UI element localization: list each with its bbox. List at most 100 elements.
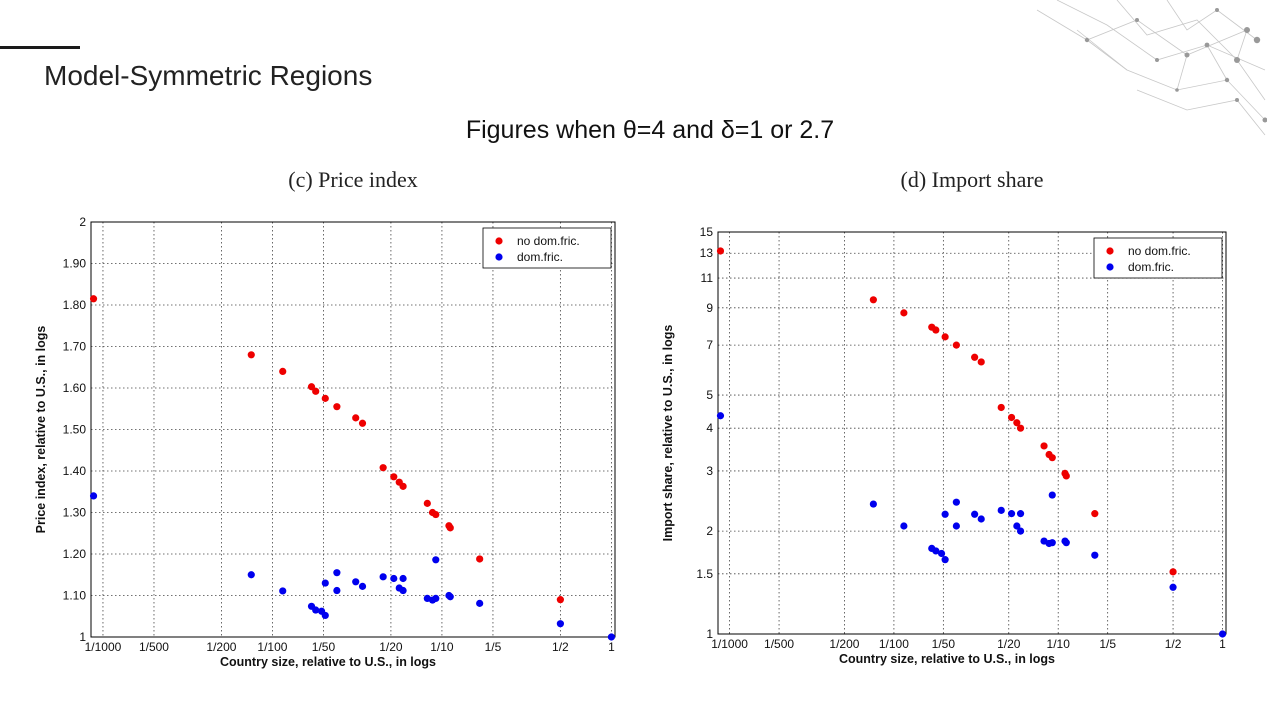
data-point [432,594,440,603]
data-point [1048,539,1056,547]
x-tick-label: 1/100 [879,637,909,651]
data-point [1169,568,1177,576]
x-tick-label: 1/50 [932,637,956,651]
x-tick-label: 1/10 [430,640,454,654]
data-point [1062,472,1070,480]
x-tick-label: 1/200 [829,637,859,651]
data-point [446,524,454,532]
data-point [977,358,985,366]
y-tick-label: 1.30 [63,506,87,520]
data-point [941,556,949,564]
data-point [379,573,387,581]
y-tick-label: 1.10 [63,589,87,603]
data-point [333,569,341,577]
data-point [333,403,341,411]
data-point [997,506,1005,514]
data-point [247,571,255,579]
data-point [1169,583,1177,591]
y-axis-label: Price index, relative to U.S., in logs [34,326,48,534]
y-tick-label: 1.80 [63,298,87,312]
y-tick-label: 1.5 [696,567,713,581]
data-point [399,482,407,490]
legend-box [482,227,612,269]
data-point [977,515,985,523]
x-axis-label: Country size, relative to U.S., in logs [220,655,436,669]
data-point [432,556,440,564]
data-point [971,353,979,361]
y-tick-label: 1.50 [63,423,87,437]
y-tick-label: 7 [706,338,713,352]
data-point [607,633,616,641]
data-point [399,586,407,595]
y-tick-label: 2 [706,524,713,538]
x-tick-label: 1/500 [764,637,794,651]
data-point [1091,510,1099,518]
legend: no dom.fric. dom.fric. [1093,237,1223,279]
data-point [1013,522,1021,530]
data-point [379,464,387,472]
x-tick-label: 1/10 [1047,637,1071,651]
data-point [869,296,877,304]
x-tick-label: 1/1000 [85,640,122,654]
x-tick-label: 1/100 [257,640,287,654]
x-tick-label: 1/200 [206,640,236,654]
data-point [941,333,949,341]
legend-marker [1106,247,1114,255]
plot-border [90,221,616,638]
data-point [247,351,255,359]
x-tick-label: 1/50 [312,640,336,654]
data-point [321,611,329,620]
accent-bar [0,46,80,49]
data-point [1091,551,1099,559]
data-point [932,326,940,334]
data-point [1040,442,1048,450]
data-point [556,620,564,628]
x-tick-label: 1/2 [552,640,569,654]
y-tick-label: 1.40 [63,464,87,478]
y-tick-label: 1 [79,630,86,644]
y-tick-label: 1.60 [63,381,87,395]
y-tick-label: 2 [79,215,86,229]
price-index-chart: (c) Price index 1/1000 1/500 1/200 1/100 1/50… [34,167,616,669]
data-point [900,309,908,317]
x-tick-label: 1/1000 [711,637,748,651]
series-dom-fric [716,412,1227,638]
decorative-network-graphic [1036,0,1267,136]
x-tick-label: 1/500 [139,640,169,654]
legend: no dom.fric. dom.fric. [482,227,612,269]
data-point [1016,527,1025,535]
y-tick-label: 3 [706,464,713,478]
data-point [333,586,341,595]
legend-label: no dom.fric. [1128,244,1191,258]
slide-title: Model-Symmetric Regions [44,60,373,91]
x-tick-label: 1/5 [485,640,502,654]
y-tick-label: 5 [706,388,713,402]
data-point [358,419,367,427]
plot-border [717,231,1227,635]
y-tick-label: 13 [700,246,714,260]
legend-box [1093,237,1223,279]
data-point [476,599,484,607]
data-point [900,522,908,530]
data-point [556,596,564,604]
data-point [716,247,725,255]
data-point [1007,510,1016,518]
data-point [476,555,484,563]
x-tick-label: 1 [608,640,615,654]
series-no-dom-fric [716,247,1177,576]
data-point [321,394,329,402]
data-point [446,593,454,601]
legend-marker [495,253,503,261]
data-point [716,412,725,420]
data-point [1013,419,1021,427]
data-point [352,414,360,422]
data-point [312,606,320,614]
data-point [321,579,329,587]
data-point [307,383,316,391]
data-point [1218,630,1227,638]
data-point [952,341,960,349]
data-point [952,522,960,530]
data-point [352,578,360,586]
slide-subtitle: Figures when θ=4 and δ=1 or 2.7 [465,116,835,144]
legend-label: dom.fric. [517,250,563,264]
